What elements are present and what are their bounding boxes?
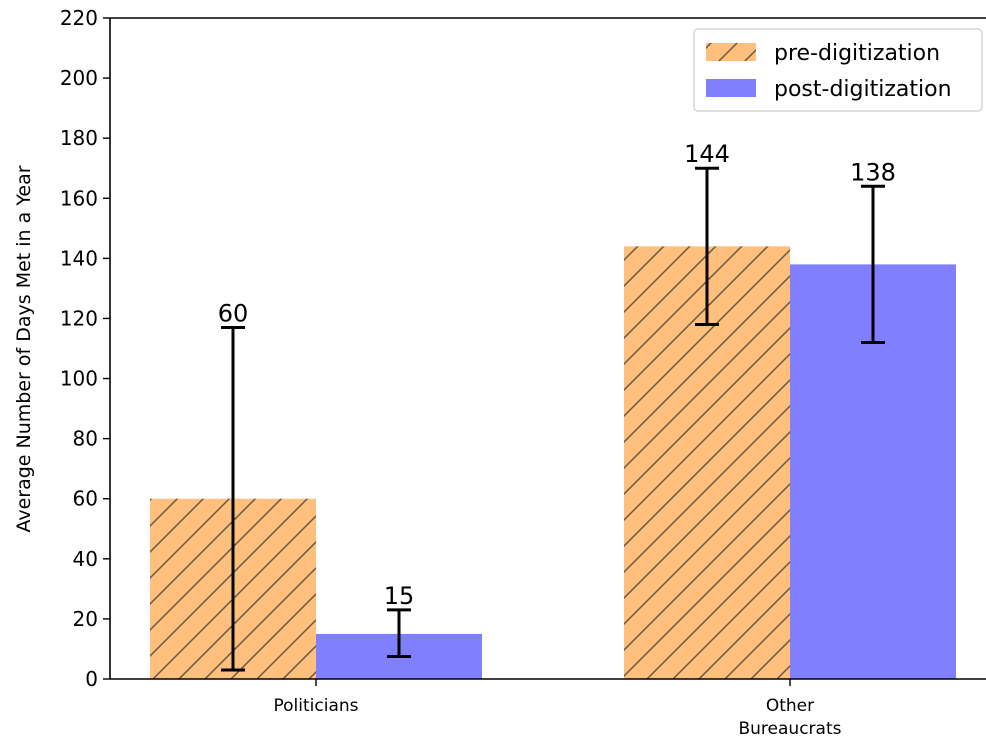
y-tick-label: 40	[73, 547, 98, 571]
y-tick-label: 100	[60, 367, 98, 391]
y-tick-label: 160	[60, 186, 98, 210]
x-tick-label: Politicians	[274, 696, 359, 716]
data-label: 15	[384, 582, 415, 610]
y-tick-label: 140	[60, 246, 98, 270]
plot-area: 60 144 15 138 0 20 40 60 80 100 120 140 160 180 200 220…	[60, 6, 986, 739]
y-tick-label: 80	[73, 427, 98, 451]
x-tick-label: Other Bureaucrats	[739, 696, 842, 739]
data-label: 60	[218, 299, 249, 327]
legend-box	[693, 28, 983, 112]
legend-swatch-hatch	[706, 43, 756, 61]
y-tick-label: 120	[60, 306, 98, 330]
y-tick-label: 20	[73, 607, 98, 631]
y-tick-label: 60	[73, 487, 98, 511]
legend-label: post-digitization	[774, 77, 952, 102]
data-label: 138	[850, 158, 896, 186]
y-tick-label: 0	[85, 667, 98, 691]
legend-swatch	[706, 79, 756, 97]
y-tick-label: 200	[60, 66, 98, 90]
y-tick-label: 180	[60, 126, 98, 150]
data-label: 144	[684, 140, 730, 168]
legend: pre-digitization post-digitization	[693, 28, 983, 112]
y-axis-label: Average Number of Days Met in a Year	[13, 165, 35, 532]
legend-label: pre-digitization	[774, 41, 940, 66]
y-tick-label: 220	[60, 6, 98, 30]
